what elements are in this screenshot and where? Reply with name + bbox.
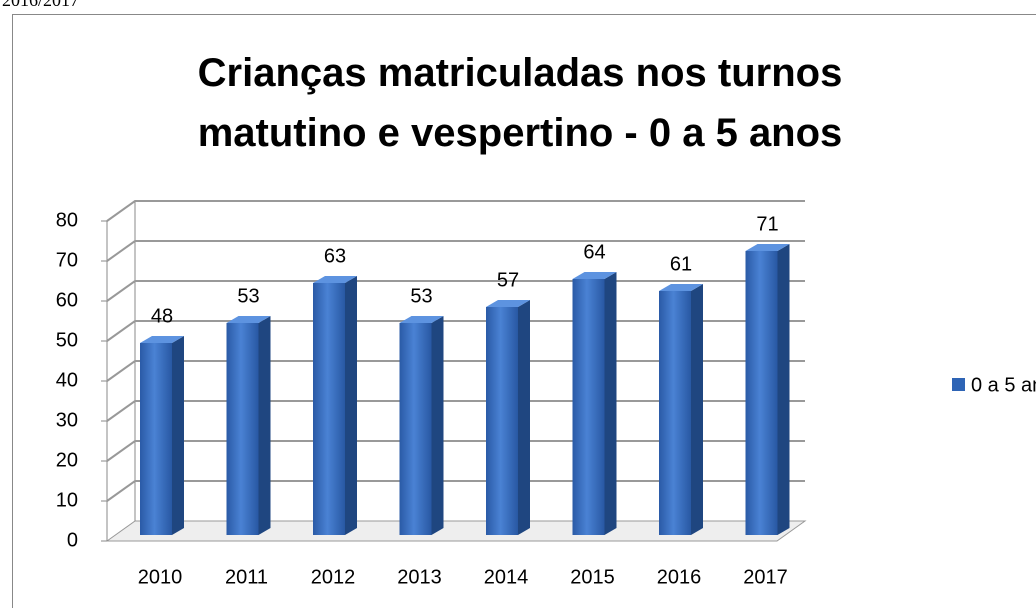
bar — [486, 300, 530, 535]
x-tick-label: 2012 — [311, 566, 356, 588]
bar-top — [399, 316, 444, 323]
x-tick-label: 2010 — [138, 566, 183, 588]
floor — [105, 520, 807, 542]
x-tick-label: 2011 — [225, 566, 268, 588]
data-label: 53 — [410, 285, 432, 307]
bar-side — [431, 316, 444, 535]
y-tick-label: 0 — [67, 529, 78, 551]
caption: 2016/2017 — [2, 0, 79, 10]
bar-side — [172, 336, 184, 535]
bar — [659, 284, 703, 535]
bar-top — [313, 276, 357, 283]
x-tick-label: 2016 — [657, 566, 702, 588]
bar-front — [745, 251, 778, 535]
bar-side — [345, 276, 357, 535]
x-tick-label: 2014 — [484, 566, 529, 588]
y-tick-label: 50 — [56, 329, 78, 351]
bar-front — [572, 279, 605, 535]
bar-top — [226, 316, 271, 323]
bar-side — [604, 272, 617, 535]
legend-swatch — [952, 378, 965, 391]
data-label: 53 — [237, 285, 259, 307]
y-tick-label: 80 — [56, 209, 78, 231]
bar-top — [659, 284, 703, 291]
y-tick-label: 70 — [56, 249, 78, 271]
legend-label: 0 a 5 anos — [971, 374, 1036, 396]
bar-top — [745, 244, 790, 251]
data-label: 57 — [497, 269, 519, 291]
data-label: 64 — [583, 241, 605, 263]
bar-top — [140, 336, 184, 343]
bar — [745, 244, 790, 535]
x-tick-label: 2017 — [743, 566, 788, 588]
grid-line — [106, 200, 805, 222]
bar — [313, 276, 357, 535]
y-tick-label: 30 — [56, 409, 78, 431]
bar — [226, 316, 271, 535]
grid-line — [106, 240, 805, 262]
bar-front — [399, 323, 432, 535]
bar — [572, 272, 617, 535]
bar-front — [226, 323, 259, 535]
y-tick-label: 60 — [56, 289, 78, 311]
y-tick-label: 10 — [56, 489, 78, 511]
chart-frame — [12, 14, 1036, 608]
data-label: 63 — [324, 245, 346, 267]
bar-side — [518, 300, 530, 535]
y-tick-label: 40 — [56, 369, 78, 391]
bar-top — [572, 272, 617, 279]
bar — [399, 316, 444, 535]
bar-side — [777, 244, 790, 535]
data-label: 48 — [151, 305, 173, 327]
x-tick-label: 2015 — [570, 566, 615, 588]
bar-front — [313, 283, 345, 535]
bar-front — [486, 307, 518, 535]
y-tick-label: 20 — [56, 449, 78, 471]
bar-front — [140, 343, 172, 535]
bar-top — [486, 300, 530, 307]
x-tick-label: 2013 — [397, 566, 442, 588]
chart-title-text: Crianças matriculadas nos turnos matutino… — [198, 51, 843, 155]
chart-title: Crianças matriculadas nos turnos matutino… — [198, 51, 843, 155]
bar-side — [258, 316, 271, 535]
data-label: 71 — [756, 213, 778, 235]
data-label: 61 — [670, 253, 692, 275]
bar — [140, 336, 184, 535]
bar-front — [659, 291, 691, 535]
bar-side — [691, 284, 703, 535]
